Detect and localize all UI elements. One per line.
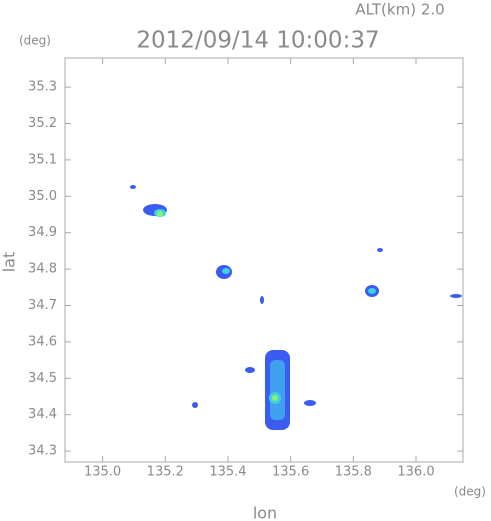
y-tick-label: 35.2 xyxy=(28,116,57,131)
echo xyxy=(377,248,383,252)
echo xyxy=(304,400,316,406)
plot-frame xyxy=(64,57,464,463)
echo xyxy=(222,268,230,274)
echo-areas xyxy=(130,185,462,430)
y-tick-label: 35.3 xyxy=(28,80,57,95)
echo xyxy=(192,402,198,408)
chart-title: 2012/09/14 10:00:37 xyxy=(136,28,379,54)
echo xyxy=(270,360,285,420)
y-axis-label: lat xyxy=(0,252,19,273)
echo xyxy=(260,296,264,304)
x-tick-label: 136.0 xyxy=(397,465,434,480)
x-tick-label: 135.2 xyxy=(147,465,184,480)
x-unit: (deg) xyxy=(454,485,486,499)
y-tick-label: 34.5 xyxy=(28,371,57,386)
echo xyxy=(130,185,136,189)
y-tick-label: 34.4 xyxy=(28,407,57,422)
echo xyxy=(272,395,278,401)
x-tick-label: 135.8 xyxy=(335,465,372,480)
x-tick-label: 135.0 xyxy=(84,465,121,480)
x-tick-label: 135.4 xyxy=(209,465,246,480)
y-tick-label: 35.0 xyxy=(28,189,57,204)
echo xyxy=(450,294,462,298)
echo xyxy=(157,211,163,217)
y-tick-label: 34.3 xyxy=(28,444,57,459)
y-tick-label: 34.8 xyxy=(28,262,57,277)
x-axis-label: lon xyxy=(253,504,277,521)
y-tick-label: 34.6 xyxy=(28,334,57,349)
echo xyxy=(245,367,255,373)
altitude-label: ALT(km) 2.0 xyxy=(355,1,444,19)
y-tick-label: 34.9 xyxy=(28,225,57,240)
x-tick-label: 135.6 xyxy=(272,465,309,480)
y-tick-label: 35.1 xyxy=(28,152,57,167)
y-unit: (deg) xyxy=(19,34,51,48)
y-tick-label: 34.7 xyxy=(28,298,57,313)
echo xyxy=(368,288,376,294)
